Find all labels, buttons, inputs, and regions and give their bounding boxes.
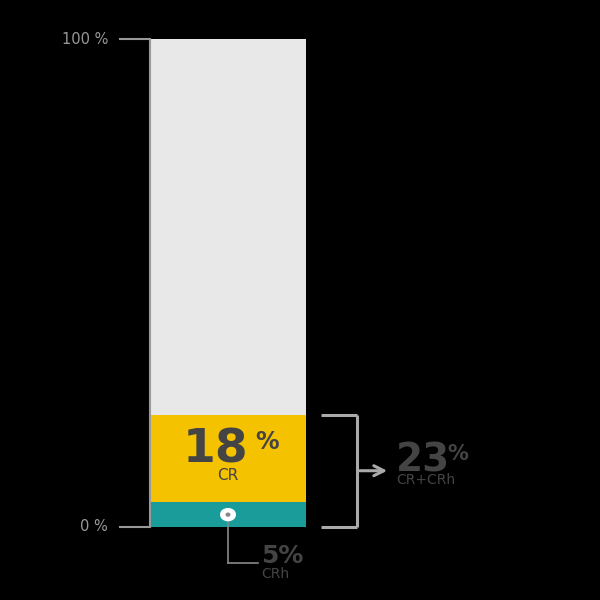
Text: CR+CRh: CR+CRh bbox=[396, 473, 455, 487]
Text: 23: 23 bbox=[396, 442, 450, 480]
Bar bbox=[150, 415, 306, 502]
Text: %: % bbox=[447, 443, 468, 464]
Text: 18: 18 bbox=[183, 428, 249, 473]
Text: 5%: 5% bbox=[261, 544, 304, 568]
Text: 100 %: 100 % bbox=[62, 32, 108, 47]
Bar bbox=[150, 502, 306, 527]
Text: 0 %: 0 % bbox=[80, 520, 108, 535]
Text: CRh: CRh bbox=[261, 567, 289, 581]
Circle shape bbox=[226, 513, 230, 516]
Circle shape bbox=[221, 509, 235, 520]
Text: %: % bbox=[255, 430, 279, 454]
Bar bbox=[150, 39, 306, 415]
Text: CR: CR bbox=[217, 468, 239, 483]
